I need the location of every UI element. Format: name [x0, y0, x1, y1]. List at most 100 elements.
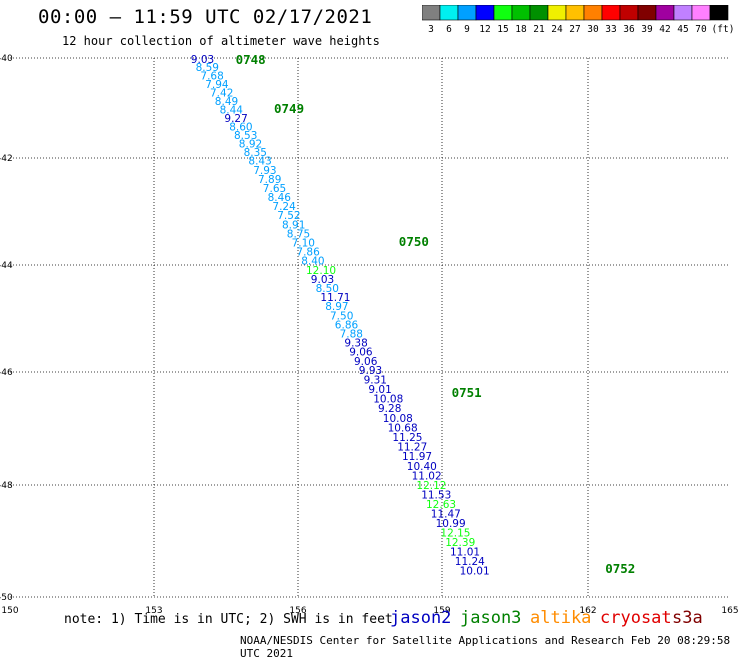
wave-height-label: 7.50 [330, 310, 353, 322]
colorbar-label: (ft) [712, 24, 735, 35]
lon-tick-label: 156 [289, 606, 306, 616]
lat-tick-label: -48 [0, 481, 13, 491]
colorbar-label: 33 [605, 24, 616, 35]
wave-height-label: 9.06 [354, 356, 378, 368]
colorbar-label: 42 [659, 24, 670, 35]
colorbar-label: 18 [515, 24, 527, 35]
chart-subtitle: 12 hour collection of altimeter wave hei… [62, 34, 380, 48]
colorbar-swatch [709, 5, 729, 21]
wave-height-label: 8.60 [229, 122, 252, 134]
lon-tick-label: 150 [1, 606, 18, 616]
time-label: 0751 [452, 385, 482, 400]
time-labels: 0748 0749 0750 0751 0752 [236, 52, 636, 576]
colorbar-label: 39 [641, 24, 653, 35]
wave-height-label: 8.59 [196, 62, 219, 74]
colorbar-label: 6 [446, 24, 452, 35]
wave-height-label: 8.75 [287, 228, 310, 240]
lon-tick-label: 159 [433, 606, 450, 616]
wave-height-label: 8.43 [248, 156, 271, 168]
legend-jason3: jason3 [460, 608, 522, 628]
wave-height-label: 12.10 [306, 265, 336, 277]
wave-height-label: 9.28 [378, 403, 401, 415]
colorbar-label: 30 [587, 24, 599, 35]
lat-tick-label: -46 [0, 368, 13, 378]
colorbar-label: 15 [497, 24, 508, 35]
legend-s3a: s3a [672, 608, 703, 628]
gridlines [10, 57, 730, 598]
wave-height-label: 12.15 [440, 528, 470, 540]
wave-height-label: 11.24 [455, 556, 485, 568]
wave-height-label: 9.03 [191, 54, 214, 66]
wave-height-label: 8.53 [234, 130, 257, 142]
lat-tick-label: -40 [0, 54, 13, 64]
wave-height-label: 9.38 [344, 338, 367, 350]
wave-height-label: 12.12 [416, 480, 446, 492]
wave-height-label: 7.10 [292, 238, 315, 250]
wave-height-label: 10.40 [407, 461, 437, 473]
wave-height-label: 11.02 [412, 470, 442, 482]
wave-height-label: 8.46 [268, 192, 292, 204]
legend-cryosat: cryosat [600, 608, 672, 628]
wave-height-label: 9.01 [368, 384, 391, 396]
wave-height-label: 8.92 [239, 139, 262, 151]
lon-tick-label: 162 [579, 606, 596, 616]
wave-height-label: 7.88 [340, 328, 363, 340]
wave-height-label: 10.01 [460, 566, 490, 578]
wave-height-label: 9.06 [349, 347, 373, 359]
wave-height-label: 12.63 [426, 499, 456, 511]
footer-credit: NOAA/NESDIS Center for Satellite Applica… [240, 634, 731, 660]
colorbar-label: 12 [479, 24, 490, 35]
colorbar-label: 45 [677, 24, 688, 35]
wave-height-label: 11.25 [392, 432, 422, 444]
wave-height-label: 9.93 [359, 365, 382, 377]
wave-height-label: 11.01 [450, 547, 480, 559]
wave-height-label: 10.99 [436, 518, 466, 530]
wave-height-label: 7.52 [277, 210, 300, 222]
wave-height-label: 7.86 [296, 247, 320, 259]
time-label: 0749 [274, 101, 304, 116]
wave-height-label: 8.44 [220, 105, 244, 117]
wave-height-label: 8.40 [301, 256, 324, 268]
wave-height-label: 10.68 [388, 422, 418, 434]
wave-height-label: 12.39 [445, 537, 475, 549]
time-label: 0748 [236, 52, 266, 67]
wave-height-label: 9.03 [311, 274, 334, 286]
lon-tick-label: 153 [145, 606, 162, 616]
wave-height-label: 7.68 [200, 71, 223, 83]
colorbar-label: 70 [695, 24, 707, 35]
lat-tick-label: -44 [0, 261, 13, 271]
colorbar-label: 27 [569, 24, 580, 35]
wave-height-label: 7.24 [272, 201, 296, 213]
wave-height-label: 7.42 [210, 88, 233, 100]
colorbar-label: 3 [428, 24, 434, 35]
wave-height-label: 7.93 [253, 165, 276, 177]
wave-height-label: 6.86 [335, 319, 359, 331]
colorbar-label: 36 [623, 24, 635, 35]
wave-height-label: 8.91 [282, 219, 305, 231]
wave-height-label: 7.94 [205, 79, 229, 91]
wave-height-label: 8.49 [215, 96, 238, 108]
lat-tick-label: -50 [0, 593, 13, 603]
wave-height-label: 8.50 [316, 283, 339, 295]
wave-height-label: 11.97 [402, 451, 432, 463]
time-label: 0750 [399, 234, 429, 249]
lat-tick-label: -42 [0, 154, 13, 164]
wave-height-label: 7.89 [258, 174, 281, 186]
wave-height-label: 7.65 [263, 183, 286, 195]
wave-height-label: 8.35 [244, 147, 267, 159]
wave-height-label: 9.31 [364, 374, 387, 386]
wave-height-label: 11.53 [421, 490, 451, 502]
wave-height-label: 8.97 [325, 301, 348, 313]
tick-labels: -40 -42 -44 -46 -48 -50 150 153 156 159 162 165 [0, 54, 739, 616]
wave-height-label: 10.08 [373, 394, 403, 406]
time-label: 0752 [605, 561, 635, 576]
wave-height-label: 11.27 [397, 442, 427, 454]
legend-jason2: jason2 [390, 608, 452, 628]
legend-altika: altika [530, 608, 592, 628]
colorbar-label: 24 [551, 24, 563, 35]
wave-height-label: 9.27 [224, 113, 247, 125]
wave-height-label: 11.47 [431, 509, 461, 521]
lon-tick-label: 165 [721, 606, 738, 616]
color-scale-legend: 3 6 9 12 15 18 21 24 27 30 33 36 39 42 45 70 (ft) [422, 5, 735, 35]
wave-height-label: 11.71 [320, 292, 350, 304]
